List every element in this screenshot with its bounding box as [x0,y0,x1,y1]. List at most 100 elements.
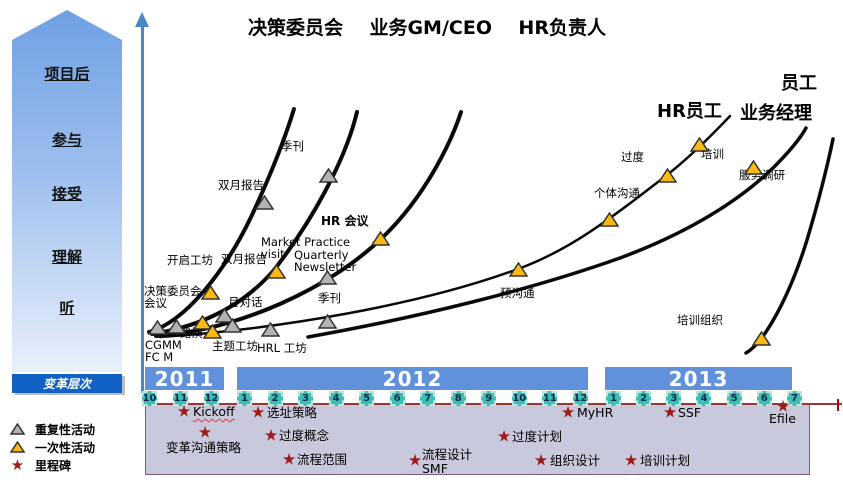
month-cell: 10 [511,391,527,406]
stage-level-label: 接受 [51,185,82,203]
stage-level-label: 项目后 [44,65,90,83]
activity-label: 主题工坊 [212,339,258,353]
month-cell: 1 [606,391,621,406]
legend: 重复性活动一次性活动 ★ 里程碑 [10,421,95,473]
month-cell: 4 [696,391,712,406]
milestone-star-icon: ★ [407,450,423,470]
repetitive-activity-marker-icon [214,307,234,323]
repetitive-activity-marker-icon [260,321,280,337]
milestone-star-icon: ★ [176,401,192,421]
activity-label: HR 会议 [321,214,369,228]
activity-label: 路演 [180,326,203,340]
activity-label: 开启工坊 [167,253,213,267]
year-bar-2011: 2011 [145,367,224,391]
legend-row: 一次性活动 [10,439,95,455]
repetitive-activity-marker-icon [318,167,338,183]
stage-caption-bar: 变革层次 [12,374,122,393]
milestone-star-icon: ★ [10,455,25,474]
onetime-activity-marker-icon [657,167,677,183]
activity-label: 培训组织 [677,313,723,327]
activity-label: 月对话 [228,295,263,309]
activity-label: 过度 [621,150,644,164]
milestone-label: 培训计划 [640,453,691,468]
page-title: 决策委员会 业务GM/CEO HR负责人 [248,17,606,39]
activity-label: 决策委员会 会议 [144,284,202,311]
milestone-star-icon: ★ [263,425,279,445]
activity-label: 双月报告 [221,252,267,266]
onetime-activity-marker-icon [599,211,619,227]
month-cell: 11 [173,391,188,406]
milestone-star-icon: ★ [197,422,213,442]
repetitive-activity-marker-icon [254,194,274,210]
repetitive-activity-marker-icon [166,318,186,334]
milestone-label: 选址策略 [267,405,318,420]
milestone-star-icon: ★ [281,449,297,469]
adoption-curve [306,126,808,339]
repetitive-activity-marker-icon [317,313,337,329]
milestone-star-icon: ★ [560,402,576,422]
milestone-label: 变革沟通策略 [166,440,242,455]
repetitive-activity-marker-icon [10,423,25,435]
activity-label: 季刊 [318,291,341,305]
milestone-star-icon: ★ [775,396,791,416]
legend-row: ★ 里程碑 [10,457,95,473]
onetime-activity-marker-icon [192,314,212,330]
months-row-2012: 1 2 3 4 5 6 7 8 9 10 11 12 [237,391,588,406]
activity-label: CGMM FC M [145,338,182,365]
months-row-2011: 10 11 12 [142,391,219,406]
year-bar-2012: 2012 [237,367,588,391]
legend-label: 里程碑 [35,458,72,473]
activity-label: HRL 工坊 [257,341,307,355]
month-cell: 6 [756,391,772,406]
month-cell: 12 [572,391,588,406]
adoption-curve [158,114,732,339]
repetitive-activity-marker-icon [222,317,242,333]
stage-level-label: 听 [59,299,75,317]
milestone-star-icon: ★ [250,402,266,422]
milestone-star-icon: ★ [496,426,512,446]
month-cell: 2 [267,391,283,406]
onetime-activity-marker-icon [10,441,25,453]
repetitive-activity-marker-icon [317,269,337,285]
activity-label: Quarterly Newsletter [294,248,357,275]
legend-label: 重复性活动 [35,422,96,437]
month-cell: 3 [666,391,682,406]
stage-level-label: 理解 [51,248,82,266]
milestone-label: 组织设计 [550,453,601,468]
milestone-star-icon: ★ [662,402,678,422]
vertical-axis-line [141,26,144,393]
milestone-label: 流程范围 [297,452,348,467]
onetime-activity-marker-icon [202,323,222,339]
milestone-star-icon: ★ [533,450,549,470]
stage-caption-label: 变革层次 [42,377,91,391]
milestone-label: 流程设计 SMF [422,447,473,476]
month-cell: 2 [636,391,652,406]
month-cell: 10 [142,391,157,406]
activity-label: 预沟通 [500,286,535,300]
milestone-star-icon: ★ [623,450,639,470]
vertical-axis-arrowhead-icon [135,12,149,27]
year-bar-2013: 2013 [605,367,792,391]
activity-label: 季刊 [281,139,304,153]
repetitive-activity-marker-icon [147,319,167,335]
audience-label: 业务经理 [740,103,812,124]
month-cell: 3 [298,391,314,406]
month-cell: 9 [481,391,497,406]
activity-label: Market Practice visit [261,235,351,262]
legend-row: 重复性活动 [10,421,95,437]
legend-label: 一次性活动 [35,440,96,455]
milestone-label: Efile [769,411,796,426]
onetime-activity-marker-icon [689,136,709,152]
stage-level-label: 参与 [51,131,82,149]
adoption-curve [147,107,296,334]
onetime-activity-marker-icon [751,330,771,346]
month-cell: 12 [204,391,219,406]
month-cell: 1 [237,391,252,406]
timeline-axis-end-tick [837,399,839,411]
audience-label: 员工 [781,73,817,94]
month-cell: 11 [542,391,558,406]
audience-label: HR员工 [657,101,722,122]
milestone-label: Kickoff [193,404,235,419]
onetime-activity-marker-icon [370,230,390,246]
